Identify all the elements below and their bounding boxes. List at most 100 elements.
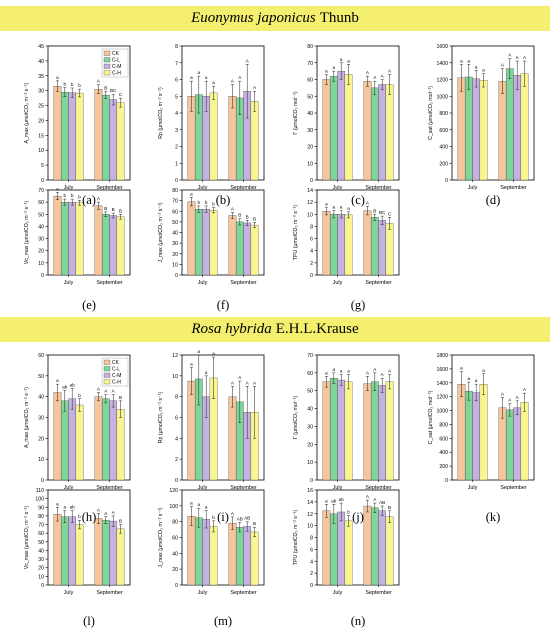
significance-letter: B [112,207,115,212]
y-tick-label: 70 [38,523,44,529]
bar-ck [187,201,196,276]
y-tick-label: 1400 [436,381,448,387]
significance-letter: A [253,380,257,385]
x-tick-label: July [198,485,208,491]
bar-c-m [68,92,77,181]
y-tick-label: 400 [439,145,448,151]
y-axis-label: A_max (μmolCO₂ m⁻² s⁻¹) [24,387,30,448]
panel-label: (h) [81,510,97,524]
y-tick-label: 0 [41,178,44,184]
y-tick-label: 200 [439,161,448,167]
bar-ck [94,205,103,276]
significance-letter: b [205,200,208,205]
significance-letter: B [253,521,256,526]
legend-label: C-H [112,71,121,77]
y-tick-label: 120 [169,488,178,494]
significance-letter: a [198,70,201,75]
x-tick-label: September [500,485,527,491]
y-axis-label: Rp (μmolCO₂ m⁻² s⁻¹) [158,392,164,444]
significance-letter: A [366,370,370,375]
bar-ck [457,77,466,181]
significance-letter: AB [379,500,385,505]
y-tick-label: 50 [38,374,44,380]
significance-letter: A [366,70,370,75]
significance-letter: A [388,68,392,73]
x-tick-label: July [198,590,208,596]
y-tick-label: 5 [175,94,178,100]
x-tick-label: July [468,485,478,491]
y-tick-label: 1000 [436,409,448,415]
y-tick-label: 20 [307,442,313,448]
y-tick-label: 14 [307,500,313,506]
panel-label: (i) [217,510,229,524]
bar-c-h [479,80,488,181]
panel-label: (m) [213,614,233,628]
legend-label: C-M [112,373,121,379]
significance-letter: A [238,75,242,80]
y-tick-label: 3 [175,128,178,134]
y-tick-label: 30 [38,416,44,422]
y-tick-label: 30 [307,424,313,430]
bar-c-l [505,409,514,481]
bar-ck [228,396,237,481]
bar-ck [322,381,331,481]
significance-letter: A [508,398,512,403]
bar-c-m [202,519,211,586]
y-axis-label: Vc_max (μmolCO₂ m⁻² s⁻¹) [24,505,30,569]
y-tick-label: 50 [307,389,313,395]
y-tick-label: 60 [38,353,44,359]
y-tick-label: 40 [307,407,313,413]
bar-ck [228,96,237,181]
significance-letter: a [198,349,201,354]
significance-letter: A [523,387,527,392]
y-tick-label: 10 [38,457,44,463]
significance-letter: a [347,369,350,374]
bar-c-h [116,216,125,276]
panel-label: (n) [350,614,366,628]
y-tick-label: 20 [172,252,178,258]
significance-letter: ab [339,497,345,502]
y-tick-label: 0 [310,583,313,589]
bar-ck [94,396,103,481]
y-tick-label: 1600 [436,44,448,50]
y-tick-label: 10 [307,161,313,167]
bar-c-l [370,381,379,481]
significance-letter: A [523,55,527,60]
significance-letter: B [119,208,122,213]
x-tick-label: July [333,280,343,286]
x-tick-label: September [96,485,123,491]
y-tick-label: 10 [172,374,178,380]
significance-letter: a [468,58,471,63]
y-tick-label: 30 [38,237,44,243]
significance-letter: a [340,57,343,62]
legend-swatch [103,57,111,63]
bar-c-h [116,409,125,481]
plot-frame [47,489,131,586]
bar-c-h [75,524,84,586]
y-tick-label: 2 [310,571,313,577]
y-tick-label: 10 [307,460,313,466]
legend-label: CK [112,360,120,366]
significance-letter: a [340,205,343,210]
bar-c-m [378,510,387,586]
bar-ck [53,195,62,276]
significance-letter: ab [62,384,68,389]
significance-letter: A [501,63,505,68]
significance-letter: b [78,514,81,519]
bar-c-l [101,520,110,586]
y-axis-label: A_max (μmolCO₂ m⁻² s⁻¹) [24,82,30,143]
y-tick-label: 1200 [436,395,448,401]
significance-letter: a [190,191,193,196]
significance-letter: b [71,193,74,198]
chart-e: 0 10 20 30 40 50 60 70 Vc_max (μmolCO₂ m⁻² s⁻¹) J… [24,186,131,286]
significance-letter: ab [331,498,337,503]
significance-letter: a [205,505,208,510]
bar-c-h [344,74,353,181]
y-tick-label: 50 [172,220,178,226]
legend-swatch [103,366,111,372]
x-tick-label: September [96,590,123,596]
bar-c-m [109,520,118,586]
panel-label: (d) [485,193,501,207]
